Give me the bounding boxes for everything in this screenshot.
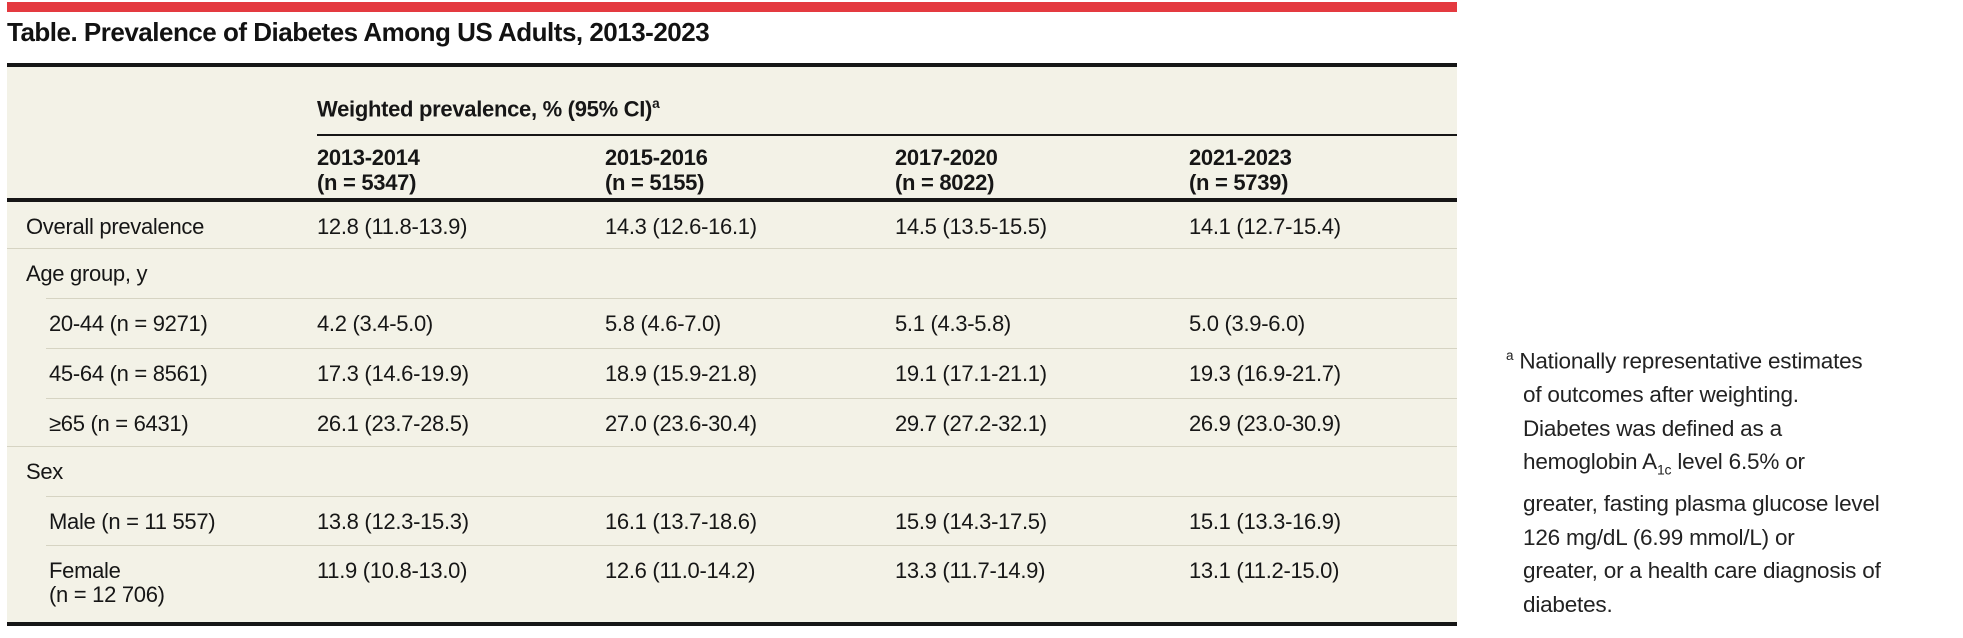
prevalence-table: Weighted prevalence, % (95% CI)a 2013-20… <box>7 63 1457 626</box>
column-n: (n = 5347) <box>317 169 417 195</box>
cell-value: 26.1 (23.7-28.5) <box>317 411 469 436</box>
section-label: Age group, y <box>26 261 148 286</box>
row-label: Male (n = 11 557) <box>49 509 216 534</box>
table-row-male: Male (n = 11 557) 13.8 (12.3-15.3) 16.1 … <box>7 497 1457 546</box>
column-header-2015-2016: 2015-2016 (n = 5155) <box>605 136 895 198</box>
cell-value: 16.1 (13.7-18.6) <box>605 509 757 534</box>
cell-value: 26.9 (23.0-30.9) <box>1189 411 1341 436</box>
journal-accent-bar <box>7 2 1457 12</box>
cell-value: 5.0 (3.9-6.0) <box>1189 311 1305 336</box>
cell-value: 14.1 (12.7-15.4) <box>1189 214 1341 239</box>
cell-value: 19.1 (17.1-21.1) <box>895 361 1047 386</box>
spanner-label: Weighted prevalence, % (95% CI) <box>317 96 653 122</box>
table-row-age-45-64: 45-64 (n = 8561) 17.3 (14.6-19.9) 18.9 (… <box>7 349 1457 399</box>
table-title: Table. Prevalence of Diabetes Among US A… <box>7 17 710 47</box>
cell-value: 14.3 (12.6-16.1) <box>605 214 757 239</box>
table-mid-rule <box>7 198 1457 202</box>
table-row-age-65-plus: ≥65 (n = 6431) 26.1 (23.7-28.5) 27.0 (23… <box>7 399 1457 447</box>
column-n: (n = 5739) <box>1189 169 1289 195</box>
column-header-2013-2014: 2013-2014 (n = 5347) <box>317 136 605 198</box>
cell-value: 13.3 (11.7-14.9) <box>895 558 1046 583</box>
table-top-rule <box>7 63 1457 67</box>
footnote-text: level 6.5% or greater, fasting plasma gl… <box>1523 449 1881 617</box>
table-row-female: Female (n = 12 706) 11.9 (10.8-13.0) 12.… <box>7 546 1457 622</box>
row-label: 45-64 (n = 8561) <box>49 361 208 386</box>
table-bottom-rule <box>7 622 1457 626</box>
table-row-overall: Overall prevalence 12.8 (11.8-13.9) 14.3… <box>7 202 1457 249</box>
cell-value: 12.8 (11.8-13.9) <box>317 214 468 239</box>
column-n: (n = 5155) <box>605 169 705 195</box>
cell-value: 17.3 (14.6-19.9) <box>317 361 469 386</box>
table-row-age-20-44: 20-44 (n = 9271) 4.2 (3.4-5.0) 5.8 (4.6-… <box>7 299 1457 349</box>
table-row-sex-section: Sex <box>7 447 1457 497</box>
footnote-marker: a <box>1506 348 1514 363</box>
table-body: Overall prevalence 12.8 (11.8-13.9) 14.3… <box>7 202 1457 622</box>
row-label: Overall prevalence <box>26 214 205 239</box>
table-row-age-group-section: Age group, y <box>7 249 1457 299</box>
cell-value: 15.1 (13.3-16.9) <box>1189 509 1341 534</box>
column-period: 2013-2014 <box>317 144 420 170</box>
cell-value: 15.9 (14.3-17.5) <box>895 509 1047 534</box>
spanner-header: Weighted prevalence, % (95% CI)a <box>317 67 1457 136</box>
cell-value: 27.0 (23.6-30.4) <box>605 411 757 436</box>
row-label: Female (n = 12 706) <box>49 558 165 607</box>
footnote-subscript: 1c <box>1656 461 1672 478</box>
cell-value: 18.9 (15.9-21.8) <box>605 361 757 386</box>
cell-value: 13.8 (12.3-15.3) <box>317 509 469 534</box>
section-label: Sex <box>26 459 64 484</box>
row-label: 20-44 (n = 9271) <box>49 311 208 336</box>
table-header: Weighted prevalence, % (95% CI)a 2013-20… <box>7 67 1457 198</box>
cell-value: 13.1 (11.2-15.0) <box>1189 558 1340 583</box>
column-period: 2015-2016 <box>605 144 708 170</box>
column-header-2021-2023: 2021-2023 (n = 5739) <box>1189 136 1457 198</box>
column-period: 2017-2020 <box>895 144 998 170</box>
column-n: (n = 8022) <box>895 169 995 195</box>
cell-value: 29.7 (27.2-32.1) <box>895 411 1047 436</box>
column-header-2017-2020: 2017-2020 (n = 8022) <box>895 136 1189 198</box>
cell-value: 11.9 (10.8-13.0) <box>317 558 468 583</box>
cell-value: 19.3 (16.9-21.7) <box>1189 361 1341 386</box>
footnote-text: Nationally representative estimates of o… <box>1519 348 1863 475</box>
row-label: ≥65 (n = 6431) <box>49 411 189 436</box>
cell-value: 5.8 (4.6-7.0) <box>605 311 721 336</box>
cell-value: 4.2 (3.4-5.0) <box>317 311 433 336</box>
spanner-footnote-marker: a <box>652 96 660 111</box>
cell-value: 12.6 (11.0-14.2) <box>605 558 756 583</box>
cell-value: 5.1 (4.3-5.8) <box>895 311 1011 336</box>
column-period: 2021-2023 <box>1189 144 1292 170</box>
cell-value: 14.5 (13.5-15.5) <box>895 214 1047 239</box>
footnote: a Nationally representative estimates of … <box>1506 339 1963 621</box>
